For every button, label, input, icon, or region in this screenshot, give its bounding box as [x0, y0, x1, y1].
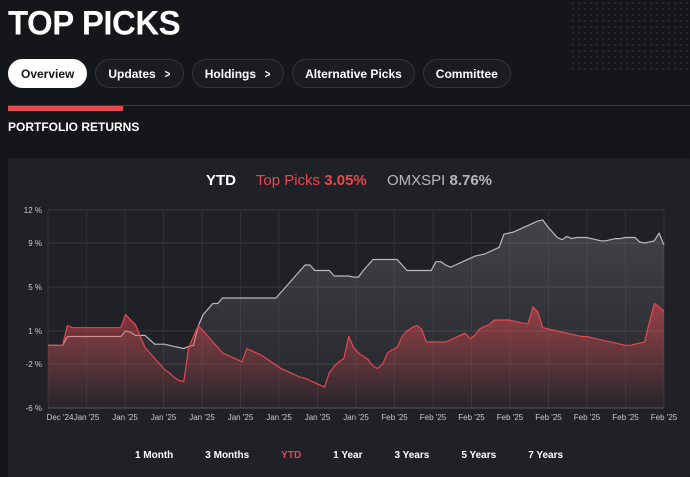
x-tick-label: Feb '25	[420, 413, 447, 422]
x-tick-label: Jan '25	[74, 413, 100, 422]
x-tick-label: Jan '25	[228, 413, 254, 422]
x-tick-label: Feb '25	[574, 413, 601, 422]
x-tick-label: Jan '25	[305, 413, 331, 422]
x-tick-label: Dec '24	[47, 413, 74, 422]
legend-top-picks: Top Picks 3.05%	[256, 172, 371, 189]
x-tick-label: Jan '25	[343, 413, 369, 422]
legend-omxspi-value: 8.76%	[449, 172, 493, 189]
tab-label: Updates	[108, 66, 156, 81]
range-ytd[interactable]: YTD	[281, 450, 302, 461]
chart-legend: YTD Top Picks 3.05% OMXSPI 8.76%	[8, 172, 690, 189]
x-tick-label: Jan '25	[266, 413, 292, 422]
omxspi-series-line	[48, 219, 665, 350]
y-tick-label: -2 %	[26, 360, 42, 369]
returns-line-chart: 12 %9 %5 %1 %-2 %-6 %Dec '24 Jan '25 Jan '…	[24, 206, 678, 422]
legend-omxspi-label: OMXSPI	[386, 172, 446, 189]
tab-label: Overview	[21, 66, 75, 81]
y-tick-label: 5 %	[28, 283, 42, 292]
range-3-years[interactable]: 3 Years	[394, 450, 430, 461]
x-tick-label: Jan '25	[112, 413, 138, 422]
section-divider	[8, 105, 690, 106]
legend-period: YTD	[205, 172, 236, 189]
y-tick-label: 12 %	[24, 206, 42, 215]
y-tick-label: 9 %	[28, 239, 42, 248]
legend-top-picks-label: Top Picks	[255, 172, 321, 189]
legend-omxspi: OMXSPI 8.76%	[387, 172, 492, 189]
range-5-years[interactable]: 5 Years	[461, 450, 497, 461]
tab-alternative-picks[interactable]: Alternative Picks	[292, 59, 415, 88]
x-tick-label: Feb '25	[381, 413, 408, 422]
chevron-right-icon: >	[164, 66, 171, 81]
x-tick-label: Feb '25	[612, 413, 639, 422]
section-title: PORTFOLIO RETURNS	[8, 120, 140, 134]
chevron-right-icon: >	[264, 66, 271, 81]
range-7-years[interactable]: 7 Years	[528, 450, 564, 461]
x-tick-label: Feb '25	[535, 413, 562, 422]
tab-label: Alternative Picks	[305, 66, 402, 81]
range-selector: 1 Month 3 Months YTD 1 Year 3 Years 5 Ye…	[8, 450, 690, 461]
tab-holdings[interactable]: Holdings >	[191, 59, 285, 88]
tab-label: Holdings	[204, 66, 257, 81]
top-picks-series-line	[48, 302, 665, 388]
x-tick-label: Jan '25	[151, 413, 177, 422]
x-tick-label: Feb '25	[458, 413, 485, 422]
y-tick-label: -6 %	[26, 404, 42, 413]
y-tick-label: 1 %	[28, 327, 42, 336]
tab-overview[interactable]: Overview	[8, 59, 88, 88]
tab-committee[interactable]: Committee	[422, 59, 511, 88]
decorative-dot-pattern	[570, 0, 690, 70]
x-tick-label: Feb '25	[651, 413, 678, 422]
range-1-month[interactable]: 1 Month	[134, 450, 174, 461]
tab-updates[interactable]: Updates >	[95, 59, 184, 88]
tab-bar: Overview Updates > Holdings > Alternativ…	[8, 59, 511, 88]
legend-top-picks-value: 3.05%	[324, 172, 367, 189]
page-title: TOP PICKS	[8, 3, 181, 42]
range-3-months[interactable]: 3 Months	[205, 450, 250, 461]
x-tick-label: Feb '25	[497, 413, 524, 422]
returns-chart-card: YTD Top Picks 3.05% OMXSPI 8.76% 12 % 9 %…	[8, 158, 690, 477]
section-accent-bar	[8, 106, 123, 111]
tab-label: Committee	[435, 66, 498, 81]
top-picks-series-area	[48, 303, 664, 408]
x-tick-label: Jan '25	[189, 413, 215, 422]
range-1-year[interactable]: 1 Year	[333, 450, 363, 461]
